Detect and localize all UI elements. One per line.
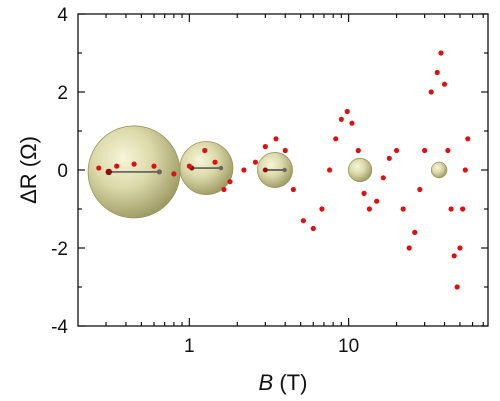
data-point [462,167,468,173]
data-point [422,147,428,154]
data-point [131,161,137,167]
data-point [386,155,392,161]
data-point [319,206,325,212]
molecule-atom [282,167,287,173]
molecule-atom [105,168,113,176]
y-tick-label: 2 [57,83,68,104]
data-point [441,81,448,87]
data-point [221,186,227,193]
data-point [412,229,418,235]
data-point [349,120,355,126]
data-point [151,163,157,169]
data-point [333,136,339,142]
data-point [454,284,460,290]
data-point [273,136,279,142]
data-point [282,147,288,154]
data-point [361,190,367,196]
data-point [445,147,451,154]
data-point [374,198,380,204]
sphere-annotations [87,125,448,219]
y-axis-unit: (Ω) [16,136,41,167]
data-point [300,218,306,224]
x-tick-label: 10 [338,336,359,357]
sphere-annotation [430,161,448,179]
molecule-atom [156,169,162,175]
molecule-atom [218,165,224,171]
data-point [241,167,247,173]
data-point [327,167,333,173]
data-point [457,245,463,251]
data-point [417,186,423,193]
y-axis-variable: ΔR [16,173,41,204]
y-tick-label: -2 [51,239,68,260]
data-point [393,147,400,154]
y-axis-label: ΔR (Ω) [16,136,41,204]
data-point [202,147,208,154]
data-point [227,179,233,185]
data-point [460,206,466,212]
data-point [338,116,344,122]
data-point [406,245,412,251]
y-tick-label: 4 [57,5,68,26]
data-point [262,144,268,150]
data-point [344,108,350,115]
data-point [434,69,440,76]
data-point [212,159,218,165]
data-point [366,206,372,212]
data-point [186,163,192,169]
data-point [451,253,457,259]
data-points [96,50,471,290]
data-point [380,175,386,181]
x-tick-label: 1 [184,336,195,357]
data-point [448,206,454,212]
data-point [428,89,434,95]
data-point [465,136,471,142]
molecule-atom [262,167,268,173]
x-axis-variable: B [259,370,274,395]
y-tick-label: -4 [51,317,68,338]
x-axis-unit: (T) [279,370,307,395]
data-point [310,225,316,232]
x-axis-label: B (T) [259,370,308,395]
axes: 4 2 0 -2 -4 1 10 [51,5,488,357]
y-tick-label: 0 [57,161,68,182]
sphere-annotation [347,157,373,183]
data-point [438,50,444,56]
data-point [114,163,120,169]
data-point [290,186,296,193]
data-point [400,206,406,212]
data-point [96,165,102,171]
data-point [171,171,177,177]
data-point [355,147,361,154]
data-point [252,159,259,165]
